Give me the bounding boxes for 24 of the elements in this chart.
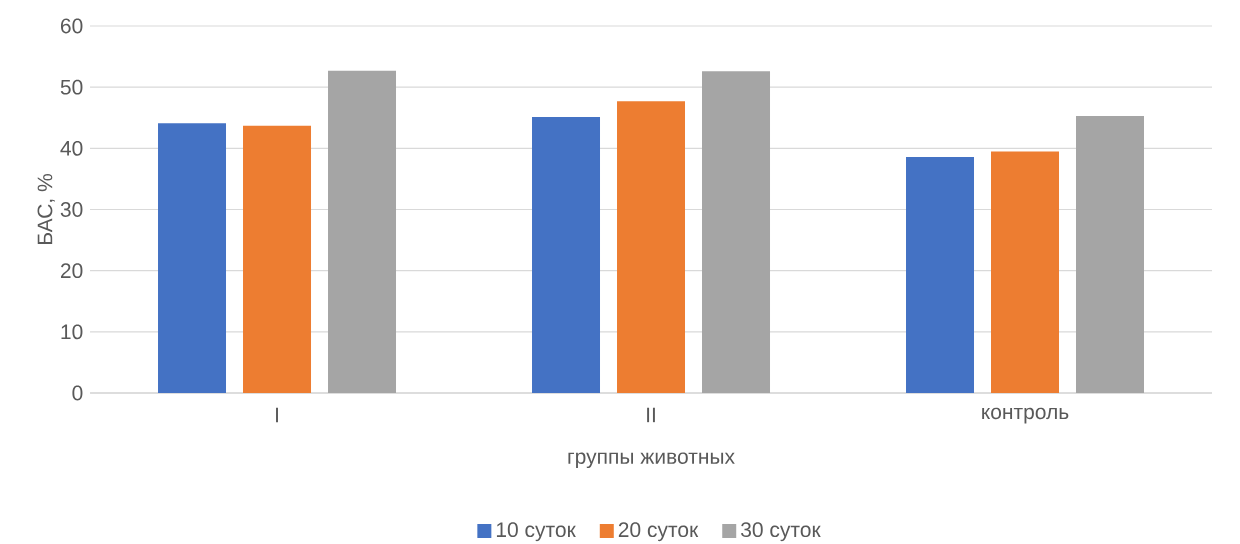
legend-label: 10 суток: [496, 522, 576, 542]
y-tick-label: 30: [60, 202, 83, 217]
bar: [158, 123, 227, 393]
bar: [991, 151, 1060, 393]
x-tick-label: контроль: [982, 407, 1069, 424]
bar: [617, 101, 686, 393]
y-tick-label: 50: [60, 79, 83, 95]
y-tick-label: 40: [60, 140, 83, 156]
y-tick-label: 0: [72, 385, 83, 401]
legend-label: 20 суток: [618, 522, 699, 542]
bar: [328, 70, 397, 393]
y-axis-title: БАС, %: [37, 174, 55, 244]
bar: [702, 71, 771, 393]
bar: [243, 125, 312, 393]
bar: [1076, 115, 1144, 393]
x-axis-title: группы животных: [568, 452, 735, 469]
y-tick-label: 60: [60, 18, 83, 34]
bar: [906, 156, 974, 393]
bar: [532, 117, 601, 393]
y-tick-label: 10: [61, 324, 83, 340]
legend-label: 30 суток: [741, 522, 821, 542]
y-tick-label: 20: [60, 263, 83, 279]
x-tick-label: I: [276, 407, 278, 423]
x-tick-label: II: [647, 407, 655, 423]
